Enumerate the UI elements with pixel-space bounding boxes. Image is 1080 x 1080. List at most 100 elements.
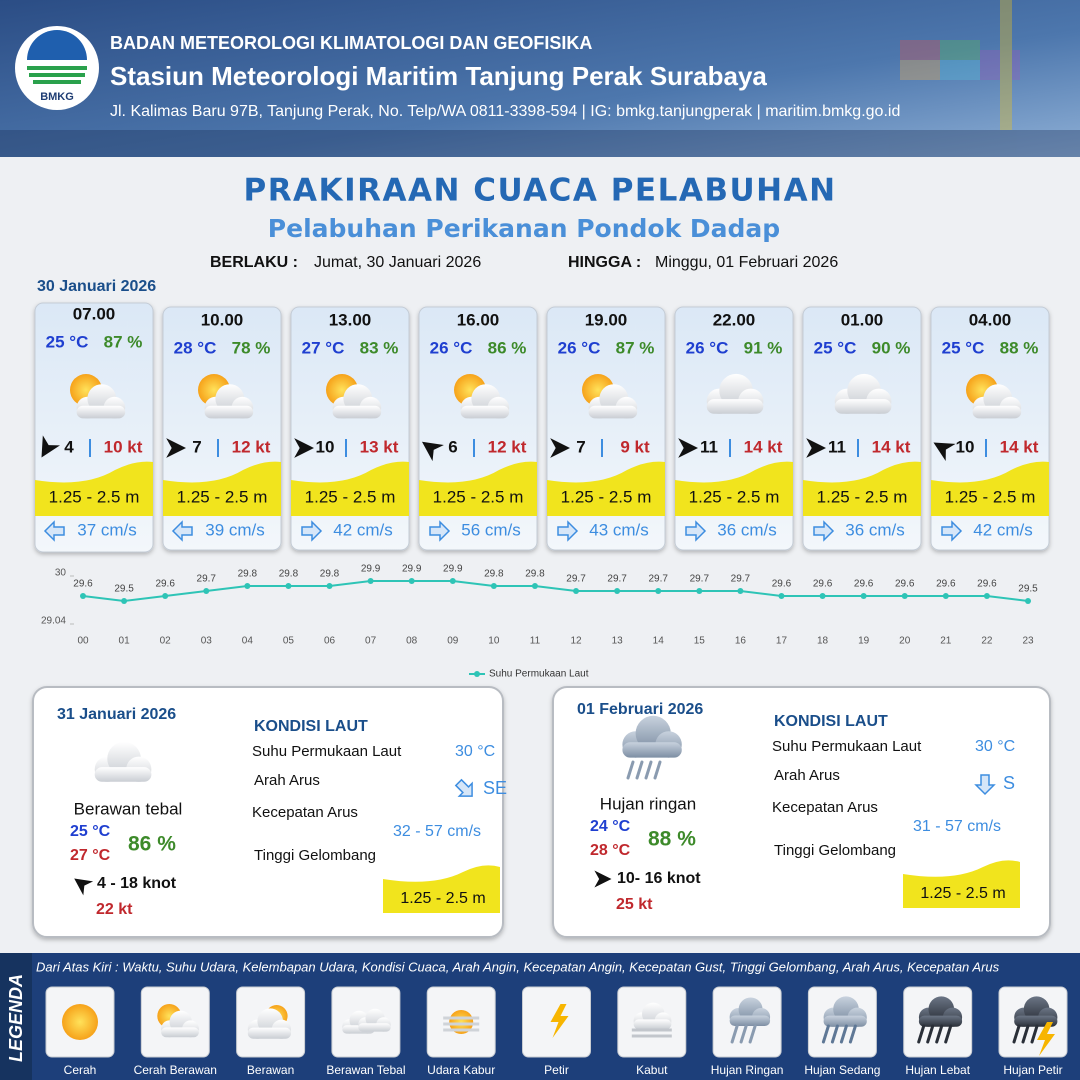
daily-date: 31 Januari 2026 — [57, 706, 176, 723]
cloud-icon — [342, 1010, 375, 1034]
logo-shape — [27, 30, 87, 60]
rain-icon — [917, 1024, 926, 1044]
card-wave: 1.25 - 2.5 m — [177, 487, 268, 506]
value-label: 29.5 — [114, 584, 134, 595]
card-current: 36 cm/s — [717, 520, 777, 539]
title: PRAKIRAAN CUACA PELABUHAN — [243, 173, 836, 209]
daily-condition: Berawan tebal — [74, 799, 183, 818]
card-temp: 28 °C — [174, 338, 217, 357]
current-arrow — [941, 520, 963, 542]
cloud-icon — [247, 1008, 291, 1039]
rain-icon — [944, 1024, 953, 1044]
card-temp: 25 °C — [46, 332, 89, 351]
point — [573, 588, 580, 594]
x-tick-label: 13 — [612, 636, 624, 647]
rain-icon — [653, 760, 662, 780]
card-wave: 1.25 - 2.5 m — [433, 487, 524, 506]
card-wave: 1.25 - 2.5 m — [817, 487, 908, 506]
current-arrow — [454, 778, 473, 797]
dir-value: S — [1003, 773, 1015, 793]
daily-temp-min: 24 °C — [590, 818, 631, 835]
sst-label: Suhu Permukaan Laut — [772, 738, 922, 755]
current-arrow — [301, 520, 323, 542]
card-gust: 12 kt — [488, 437, 527, 456]
sun-icon — [62, 1004, 98, 1040]
point — [901, 593, 908, 599]
card-temp: 25 °C — [814, 338, 857, 357]
card-humidity: 86 % — [488, 338, 527, 357]
point — [285, 583, 292, 589]
value-label: 29.6 — [895, 579, 915, 590]
cloud-icon — [633, 1002, 672, 1030]
legend-title: LEGENDA — [6, 974, 26, 1062]
sea-title: KONDISI LAUT — [254, 718, 368, 735]
cloud-part — [588, 405, 638, 419]
cloud-part — [918, 1015, 963, 1027]
dir-label: Arah Arus — [774, 767, 840, 784]
cloud-icon — [972, 384, 1022, 419]
cloud-icon — [588, 384, 638, 419]
y-tick-label: 30 — [55, 568, 67, 579]
value-label: 29.7 — [731, 574, 751, 585]
card-humidity: 88 % — [1000, 338, 1039, 357]
wave-label: Tinggi Gelombang — [774, 842, 896, 859]
legend-item-label: Berawan — [247, 1063, 294, 1077]
point — [80, 593, 86, 599]
card-current: 37 cm/s — [77, 520, 137, 539]
daily-panel — [32, 686, 504, 938]
agency: BADAN METEOROLOGI KLIMATOLOGI DAN GEOFIS… — [110, 33, 592, 53]
card-gust: 12 kt — [232, 437, 271, 456]
wave-value: 1.25 - 2.5 m — [920, 885, 1005, 902]
wave-shape — [383, 865, 500, 913]
point — [121, 598, 128, 604]
current-arrow — [557, 520, 579, 542]
x-tick-label: 05 — [283, 636, 295, 647]
cloud-icon — [834, 373, 892, 414]
wave-shape — [419, 461, 537, 516]
card-gust: 13 kt — [360, 437, 399, 456]
cloud-part — [460, 405, 510, 419]
point — [203, 588, 210, 594]
valid-to: Minggu, 01 Februari 2026 — [655, 254, 838, 271]
daily-condition: Hujan ringan — [600, 794, 696, 813]
point — [162, 593, 169, 599]
rain-icon — [730, 1024, 739, 1044]
rain-icon — [935, 1024, 944, 1044]
value-label: 29.7 — [607, 574, 627, 585]
wave-shape — [291, 461, 409, 516]
legend-item-label: Kabut — [636, 1063, 668, 1077]
daily-wind: 4 - 18 knot — [97, 875, 177, 892]
card-wind: 10 — [956, 437, 975, 456]
wind-arrow — [166, 438, 186, 458]
wave-shape — [163, 461, 281, 516]
legend-item-label: Berawan Tebal — [326, 1063, 405, 1077]
x-tick-label: 16 — [735, 636, 747, 647]
value-label: 29.6 — [977, 579, 997, 590]
speed-label: Kecepatan Arus — [772, 799, 878, 816]
x-tick-label: 02 — [160, 636, 172, 647]
legend-side — [0, 953, 32, 1080]
dir-label: Arah Arus — [254, 772, 320, 789]
valid-to-label: HINGGA : — [568, 254, 641, 271]
x-tick-label: 23 — [1022, 636, 1034, 647]
card-humidity: 87 % — [104, 332, 143, 351]
x-tick-label: 12 — [570, 636, 582, 647]
daily-gust: 22 kt — [96, 901, 133, 918]
value-label: 29.9 — [443, 564, 463, 575]
card-temp: 26 °C — [430, 338, 473, 357]
rain-icon — [1030, 1024, 1039, 1044]
legend-item-label: Hujan Ringan — [711, 1063, 784, 1077]
wind-arrow — [594, 870, 612, 888]
cloud-icon — [823, 996, 867, 1027]
x-tick-label: 06 — [324, 636, 336, 647]
rain-icon — [739, 1024, 748, 1044]
station: Stasiun Meteorologi Maritim Tanjung Pera… — [110, 61, 767, 91]
line — [82, 580, 1029, 603]
sst-value: 30 °C — [455, 743, 495, 760]
wind-arrow — [933, 442, 956, 461]
point — [449, 578, 456, 584]
x-tick-label: 03 — [201, 636, 213, 647]
x-tick-label: 10 — [488, 636, 500, 647]
cloud-icon — [622, 715, 682, 758]
card-humidity: 83 % — [360, 338, 399, 357]
